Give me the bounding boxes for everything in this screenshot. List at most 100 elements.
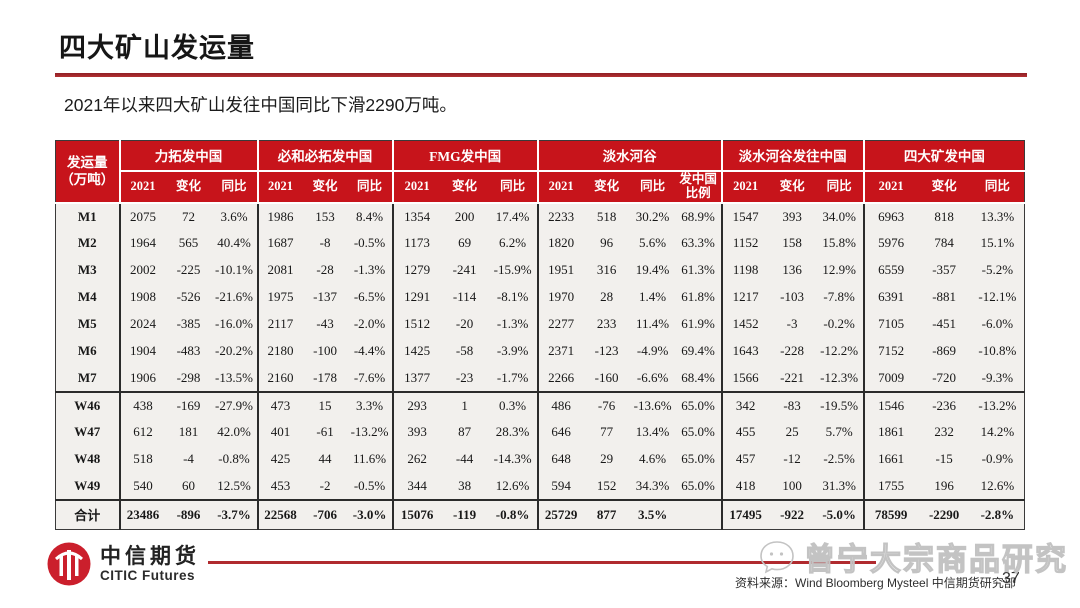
table-cell: 42.0% [211, 418, 258, 446]
row-label: M7 [55, 364, 121, 392]
table-cell: 17495 [720, 498, 769, 530]
citic-logo-english: CITIC Futures [100, 568, 196, 584]
table-cell: -21.6% [211, 283, 258, 311]
column-sub-header: 2021 [391, 170, 441, 204]
shipment-table-container: 发运量 （万吨） 力拓发中国 必和必拓发中国 FMG发中国 淡水河谷 淡水河谷发往中国四… [55, 140, 1026, 530]
table-row: M7 1906 -298 -13.5% 2160 -178 -7.6% 1377 -23 -1.7… [55, 364, 1025, 392]
column-sub-header: 同比 [629, 170, 676, 204]
table-row: M1 2075 72 3.6% 1986 153 8.4% 1354 200 17.4% 2233 5… [55, 202, 1025, 230]
table-cell: -0.5% [347, 472, 393, 500]
table-cell: 1661 [862, 445, 918, 473]
table-cell: 7105 [862, 310, 918, 338]
column-sub-header: 2021 [536, 170, 584, 204]
column-group-header: 淡水河谷 [536, 140, 722, 172]
table-cell: 594 [536, 472, 584, 500]
table-cell: -169 [165, 390, 212, 419]
table-cell: 22568 [256, 498, 303, 530]
table-cell: 393 [391, 418, 441, 446]
table-cell: 1820 [536, 229, 584, 257]
table-cell: 5.7% [815, 418, 864, 446]
table-cell: -100 [302, 337, 348, 365]
table-cell: -5.2% [970, 256, 1025, 284]
table-cell: 136 [768, 256, 816, 284]
table-cell: -14.3% [488, 445, 538, 473]
table-cell: 31.3% [815, 472, 864, 500]
table-cell: -298 [165, 364, 212, 392]
column-sub-header: 变化 [440, 170, 489, 204]
column-sub-header: 同比 [211, 170, 258, 204]
table-cell: -19.5% [815, 390, 864, 419]
table-cell: 5976 [862, 229, 918, 257]
shipment-table: 发运量 （万吨） 力拓发中国 必和必拓发中国 FMG发中国 淡水河谷 淡水河谷发往中国四… [55, 140, 1026, 530]
table-cell: 2081 [256, 256, 303, 284]
table-cell: 565 [165, 229, 212, 257]
table-cell: 7152 [862, 337, 918, 365]
table-cell: 438 [118, 390, 166, 419]
column-sub-header: 发中国比例 [675, 170, 722, 204]
table-cell: 6963 [862, 202, 918, 230]
table-cell: 2002 [118, 256, 166, 284]
table-cell: -896 [165, 498, 212, 530]
table-cell: -7.8% [815, 283, 864, 311]
table-cell: -43 [302, 310, 348, 338]
table-cell: 401 [256, 418, 303, 446]
table-cell: 2024 [118, 310, 166, 338]
table-cell: -3.9% [488, 337, 538, 365]
row-label: 合计 [55, 498, 121, 530]
table-cell: -9.3% [970, 364, 1025, 392]
table-row: M4 1908 -526 -21.6% 1975 -137 -6.5% 1291 -114 -8.… [55, 283, 1025, 311]
table-row: W48 518 -4 -0.8% 425 44 11.6% 262 -44 -14.3% 648 29… [55, 445, 1025, 473]
table-cell: 15.8% [815, 229, 864, 257]
table-cell: 1.4% [629, 283, 676, 311]
table-cell: -221 [768, 364, 816, 392]
table-cell: -15 [917, 445, 971, 473]
table-cell: 0.3% [488, 390, 538, 419]
column-sub-header: 2021 [720, 170, 769, 204]
table-cell: -15.9% [488, 256, 538, 284]
table-cell: 3.3% [347, 390, 393, 419]
table-row: W47 612 181 42.0% 401 -61 -13.2% 393 87 28.3% 646 7… [55, 418, 1025, 446]
subtitle: 2021年以来四大矿山发往中国同比下滑2290万吨。 [64, 95, 457, 115]
table-cell: 196 [917, 472, 971, 500]
table-cell: 818 [917, 202, 971, 230]
chat-bubble-icon [760, 540, 794, 574]
table-cell: -3.0% [347, 498, 393, 530]
table-cell: -178 [302, 364, 348, 392]
table-cell: 1291 [391, 283, 441, 311]
table-cell: -4.4% [347, 337, 393, 365]
row-label: W47 [55, 418, 121, 446]
table-cell: 1986 [256, 202, 303, 230]
table-cell: 2233 [536, 202, 584, 230]
citic-logo-icon [47, 542, 91, 586]
column-sub-header: 同比 [347, 170, 393, 204]
column-sub-header: 同比 [815, 170, 864, 204]
table-cell: 2371 [536, 337, 584, 365]
table-cell: -12.3% [815, 364, 864, 392]
table-cell: -20.2% [211, 337, 258, 365]
table-cell: 3.6% [211, 202, 258, 230]
citic-logo-chinese: 中信期货 [100, 544, 200, 568]
table-cell: 2075 [118, 202, 166, 230]
table-cell: -1.3% [347, 256, 393, 284]
table-cell: 100 [768, 472, 816, 500]
table-cell [675, 498, 722, 530]
table-cell: 646 [536, 418, 584, 446]
table-cell: -6.6% [629, 364, 676, 392]
table-cell: 34.0% [815, 202, 864, 230]
column-sub-header: 同比 [488, 170, 538, 204]
row-label: M2 [55, 229, 121, 257]
table-cell: -2.5% [815, 445, 864, 473]
table-cell: 7009 [862, 364, 918, 392]
column-sub-header: 变化 [917, 170, 971, 204]
table-cell: 5.6% [629, 229, 676, 257]
table-cell: 12.5% [211, 472, 258, 500]
table-cell: 2160 [256, 364, 303, 392]
table-cell: -3 [768, 310, 816, 338]
table-cell: -357 [917, 256, 971, 284]
row-label: M3 [55, 256, 121, 284]
table-cell: 1354 [391, 202, 441, 230]
table-cell: 518 [118, 445, 166, 473]
table-cell: 6559 [862, 256, 918, 284]
table-cell: 2277 [536, 310, 584, 338]
